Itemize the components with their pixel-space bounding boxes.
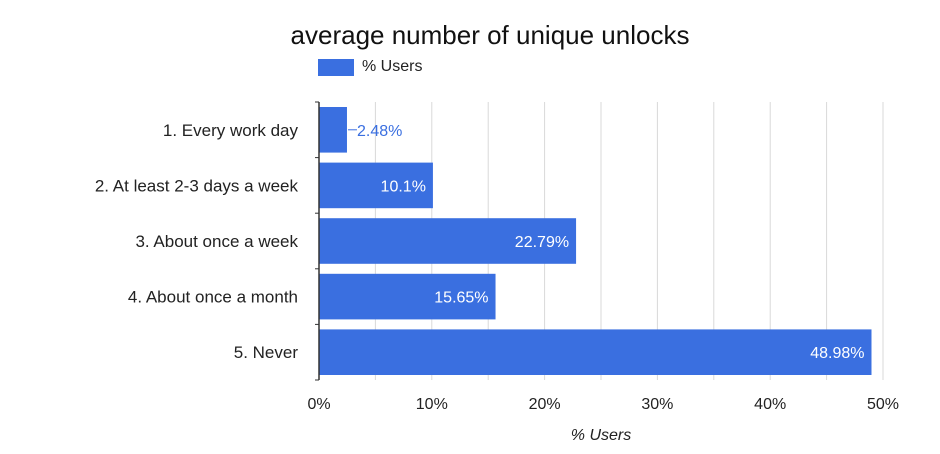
category-label: 3. About once a week	[135, 232, 298, 251]
labels: 0% 10% 20% 30% 40% 50% 1. Every work day 2.48% 2…	[95, 121, 899, 413]
category-label: 4. About once a month	[128, 288, 298, 307]
chart-title: average number of unique unlocks	[290, 20, 690, 50]
data-label: 2.48%	[357, 123, 402, 140]
x-tick-label: 40%	[754, 396, 786, 413]
data-label: 10.1%	[381, 178, 426, 195]
data-label: 22.79%	[515, 234, 569, 251]
bar	[319, 162, 433, 209]
bar	[319, 218, 577, 264]
x-tick-label: 30%	[641, 396, 673, 413]
x-axis-title: % Users	[571, 427, 631, 444]
legend-label: % Users	[362, 58, 423, 75]
category-label: 1. Every work day	[163, 121, 299, 140]
x-tick-label: 50%	[867, 396, 899, 413]
legend-swatch	[318, 58, 354, 76]
bars	[319, 107, 872, 375]
x-tick-label: 0%	[307, 396, 330, 413]
category-label: 5. Never	[234, 343, 299, 362]
bar	[319, 273, 496, 320]
x-tick-label: 10%	[416, 396, 448, 413]
category-label: 2. At least 2-3 days a week	[95, 176, 299, 195]
data-label: 15.65%	[434, 290, 488, 307]
legend: % Users	[318, 58, 422, 76]
bar	[319, 107, 347, 153]
x-tick-label: 20%	[529, 396, 561, 413]
data-label: 48.98%	[810, 345, 864, 362]
bar	[319, 329, 872, 375]
axes	[315, 101, 320, 381]
